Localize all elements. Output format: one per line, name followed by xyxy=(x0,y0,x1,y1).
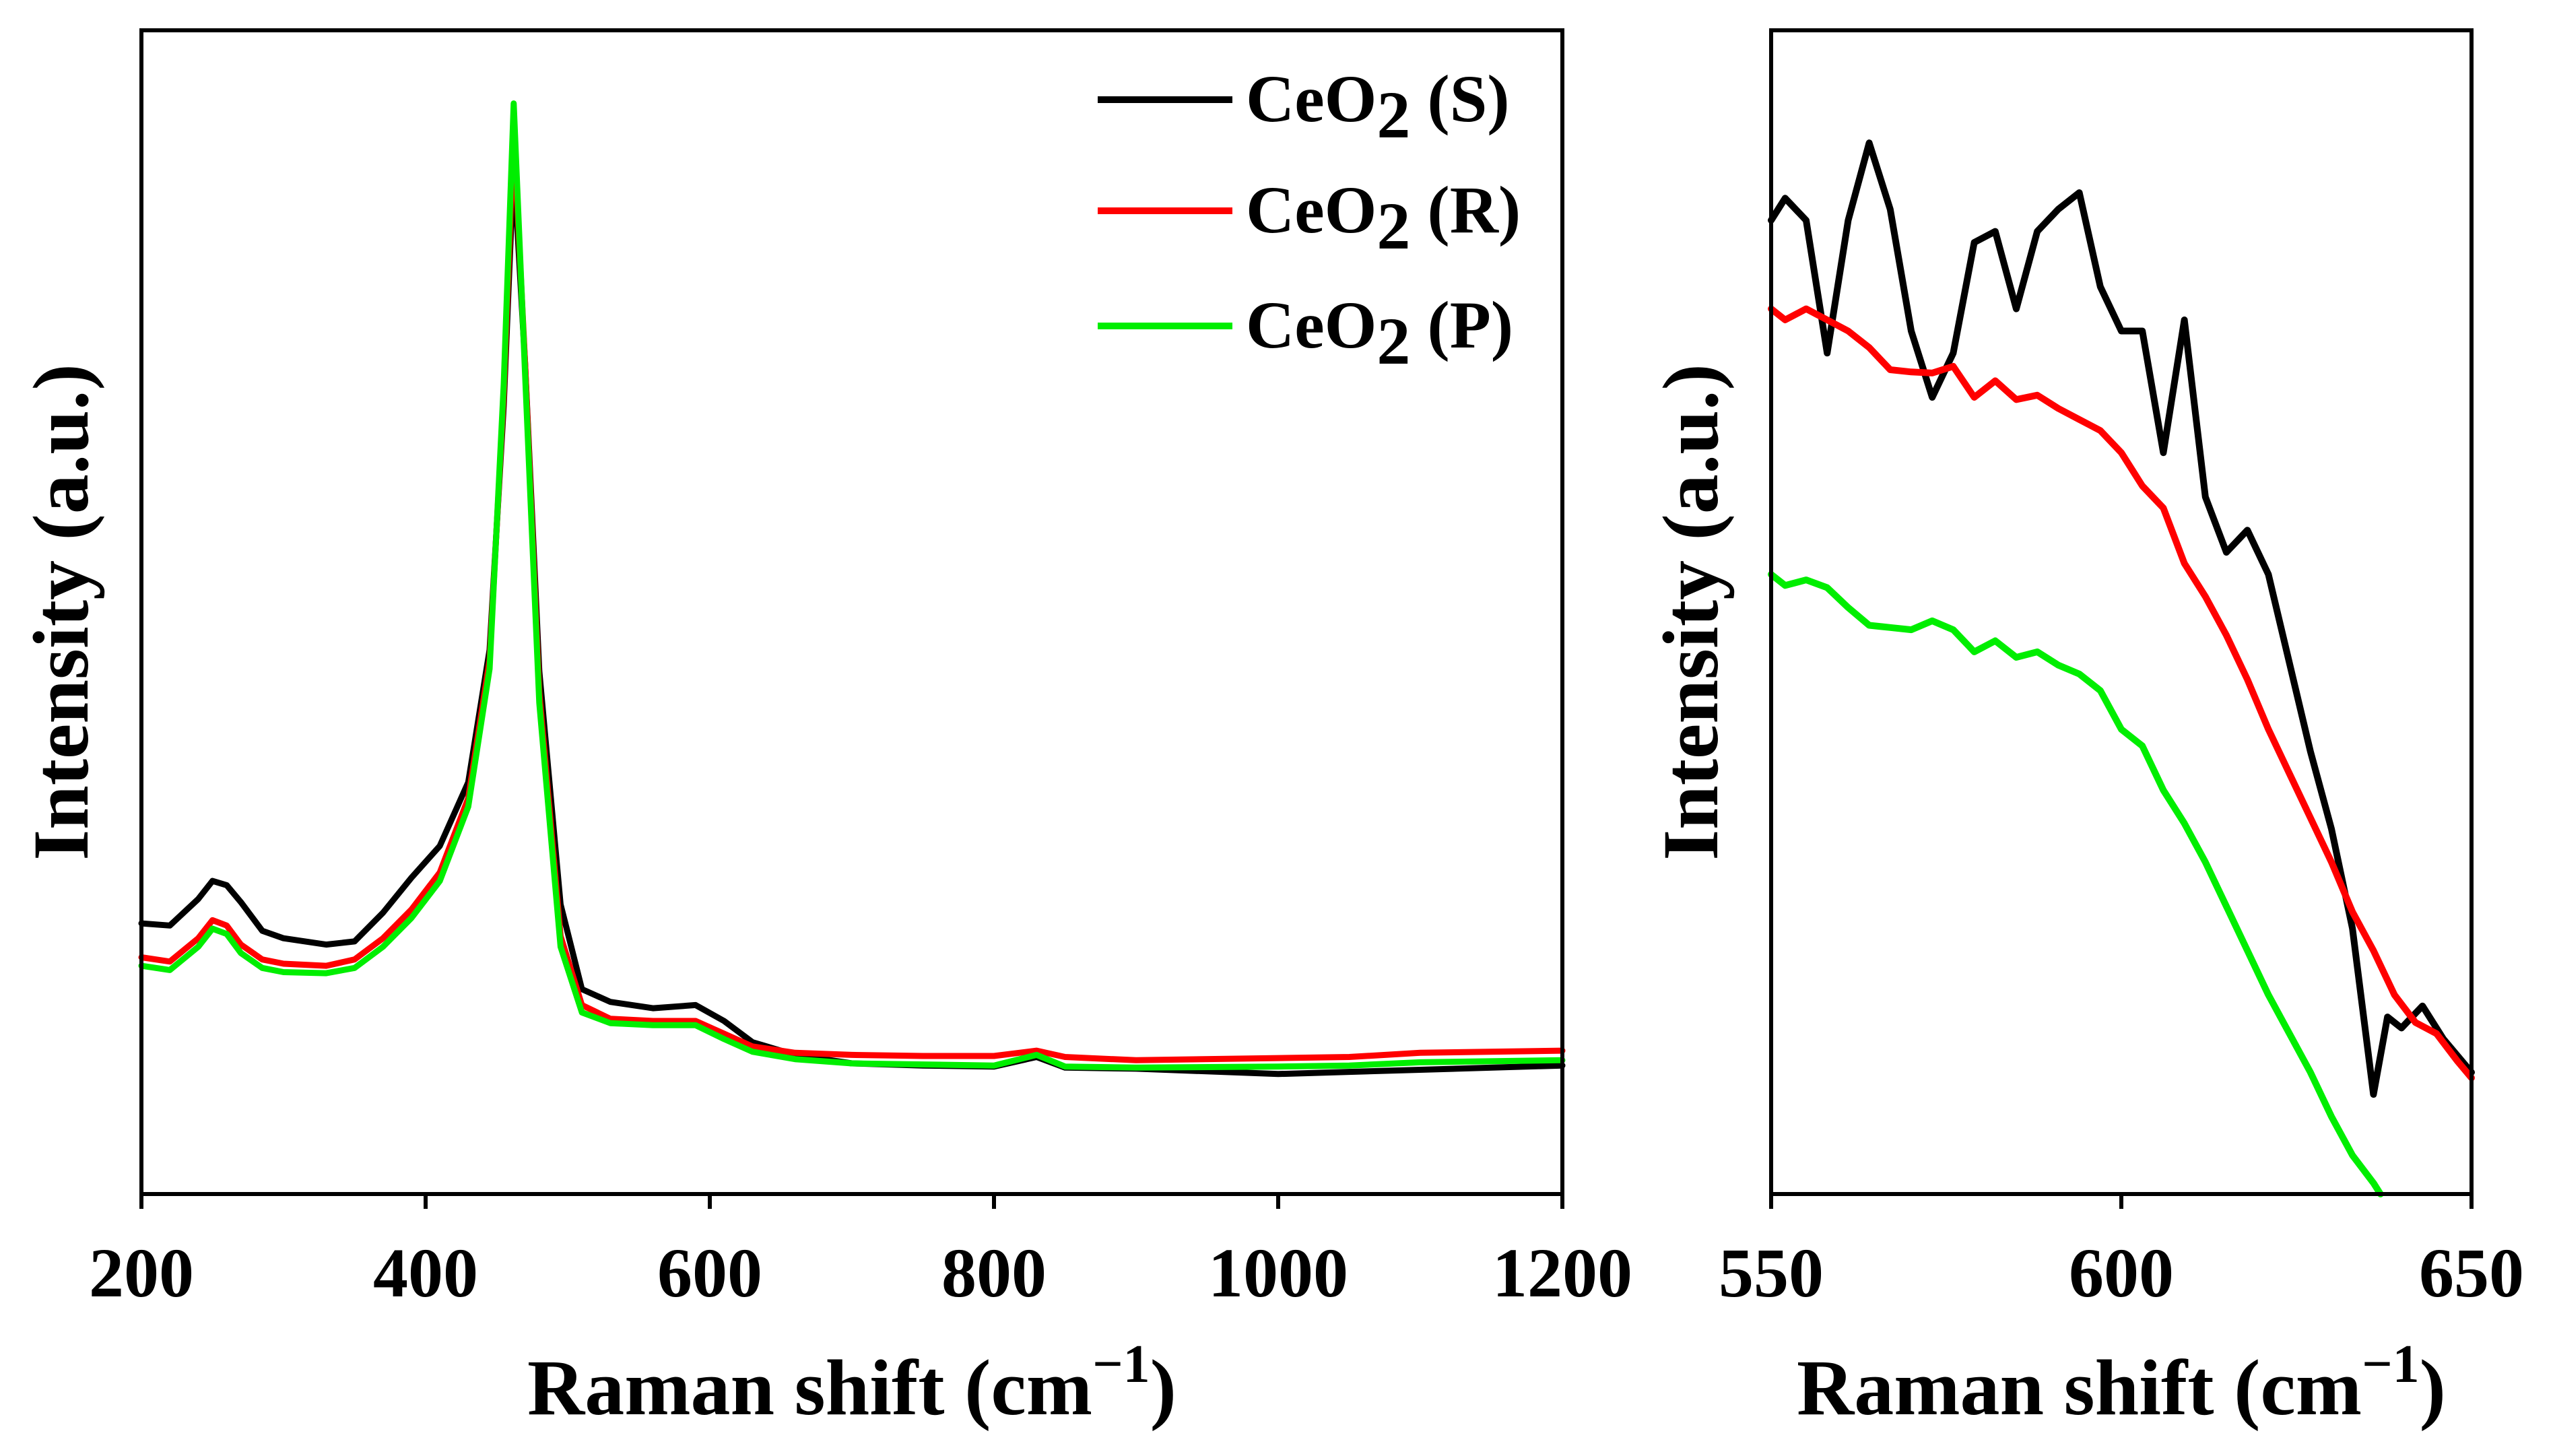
left-panel: 200 400 600 800 1000 1200 Raman shift (cm−1) … xyxy=(17,28,1632,1432)
right-series-line-2 xyxy=(1768,570,2384,1197)
left-series-layer xyxy=(138,100,1566,1078)
right-x-tick-label-0: 550 xyxy=(1719,1234,1824,1312)
right-x-axis-label: Raman shift (cm−1) xyxy=(1797,1335,2446,1432)
right-x-tick-label-2: 650 xyxy=(2419,1234,2524,1312)
left-x-tick-label-5: 1200 xyxy=(1492,1234,1632,1312)
legend-label-s: CeO2 (S) xyxy=(1246,61,1510,152)
left-plot-frame xyxy=(139,28,1564,1196)
left-x-tick-label-2: 600 xyxy=(657,1234,762,1312)
left-x-tick-label-4: 1000 xyxy=(1208,1234,1348,1312)
right-x-tick-label-1: 600 xyxy=(2069,1234,2174,1312)
left-x-ticks xyxy=(139,1194,1564,1209)
left-x-tick-labels: 200 400 600 800 1000 1200 xyxy=(89,1234,1632,1312)
legend-entry-p: CeO2 (P) xyxy=(1098,288,1513,378)
left-x-tick-label-1: 400 xyxy=(373,1234,478,1312)
right-series-layer xyxy=(1768,139,2475,1197)
legend-entry-s: CeO2 (S) xyxy=(1098,61,1510,152)
right-x-ticks xyxy=(1769,1194,2474,1209)
legend-label-r: CeO2 (R) xyxy=(1246,172,1521,263)
left-series-line-2 xyxy=(138,100,1566,1071)
right-series-line-1 xyxy=(1768,305,2475,1082)
left-x-axis-label: Raman shift (cm−1) xyxy=(527,1335,1176,1432)
left-y-axis-label: Intensity (a.u.) xyxy=(17,364,105,861)
right-y-axis-label: Intensity (a.u.) xyxy=(1647,364,1735,861)
right-series-line-0 xyxy=(1768,139,2475,1098)
left-x-tick-label-3: 800 xyxy=(941,1234,1047,1312)
legend-label-p: CeO2 (P) xyxy=(1246,288,1513,378)
right-x-tick-labels: 550 600 650 xyxy=(1719,1234,2524,1312)
left-x-tick-label-0: 200 xyxy=(89,1234,194,1312)
right-panel: 550 600 650 Raman shift (cm−1) Intensity (… xyxy=(1647,28,2524,1432)
legend: CeO2 (S) CeO2 (R) CeO2 (P) xyxy=(1098,61,1521,378)
legend-entry-r: CeO2 (R) xyxy=(1098,172,1521,263)
